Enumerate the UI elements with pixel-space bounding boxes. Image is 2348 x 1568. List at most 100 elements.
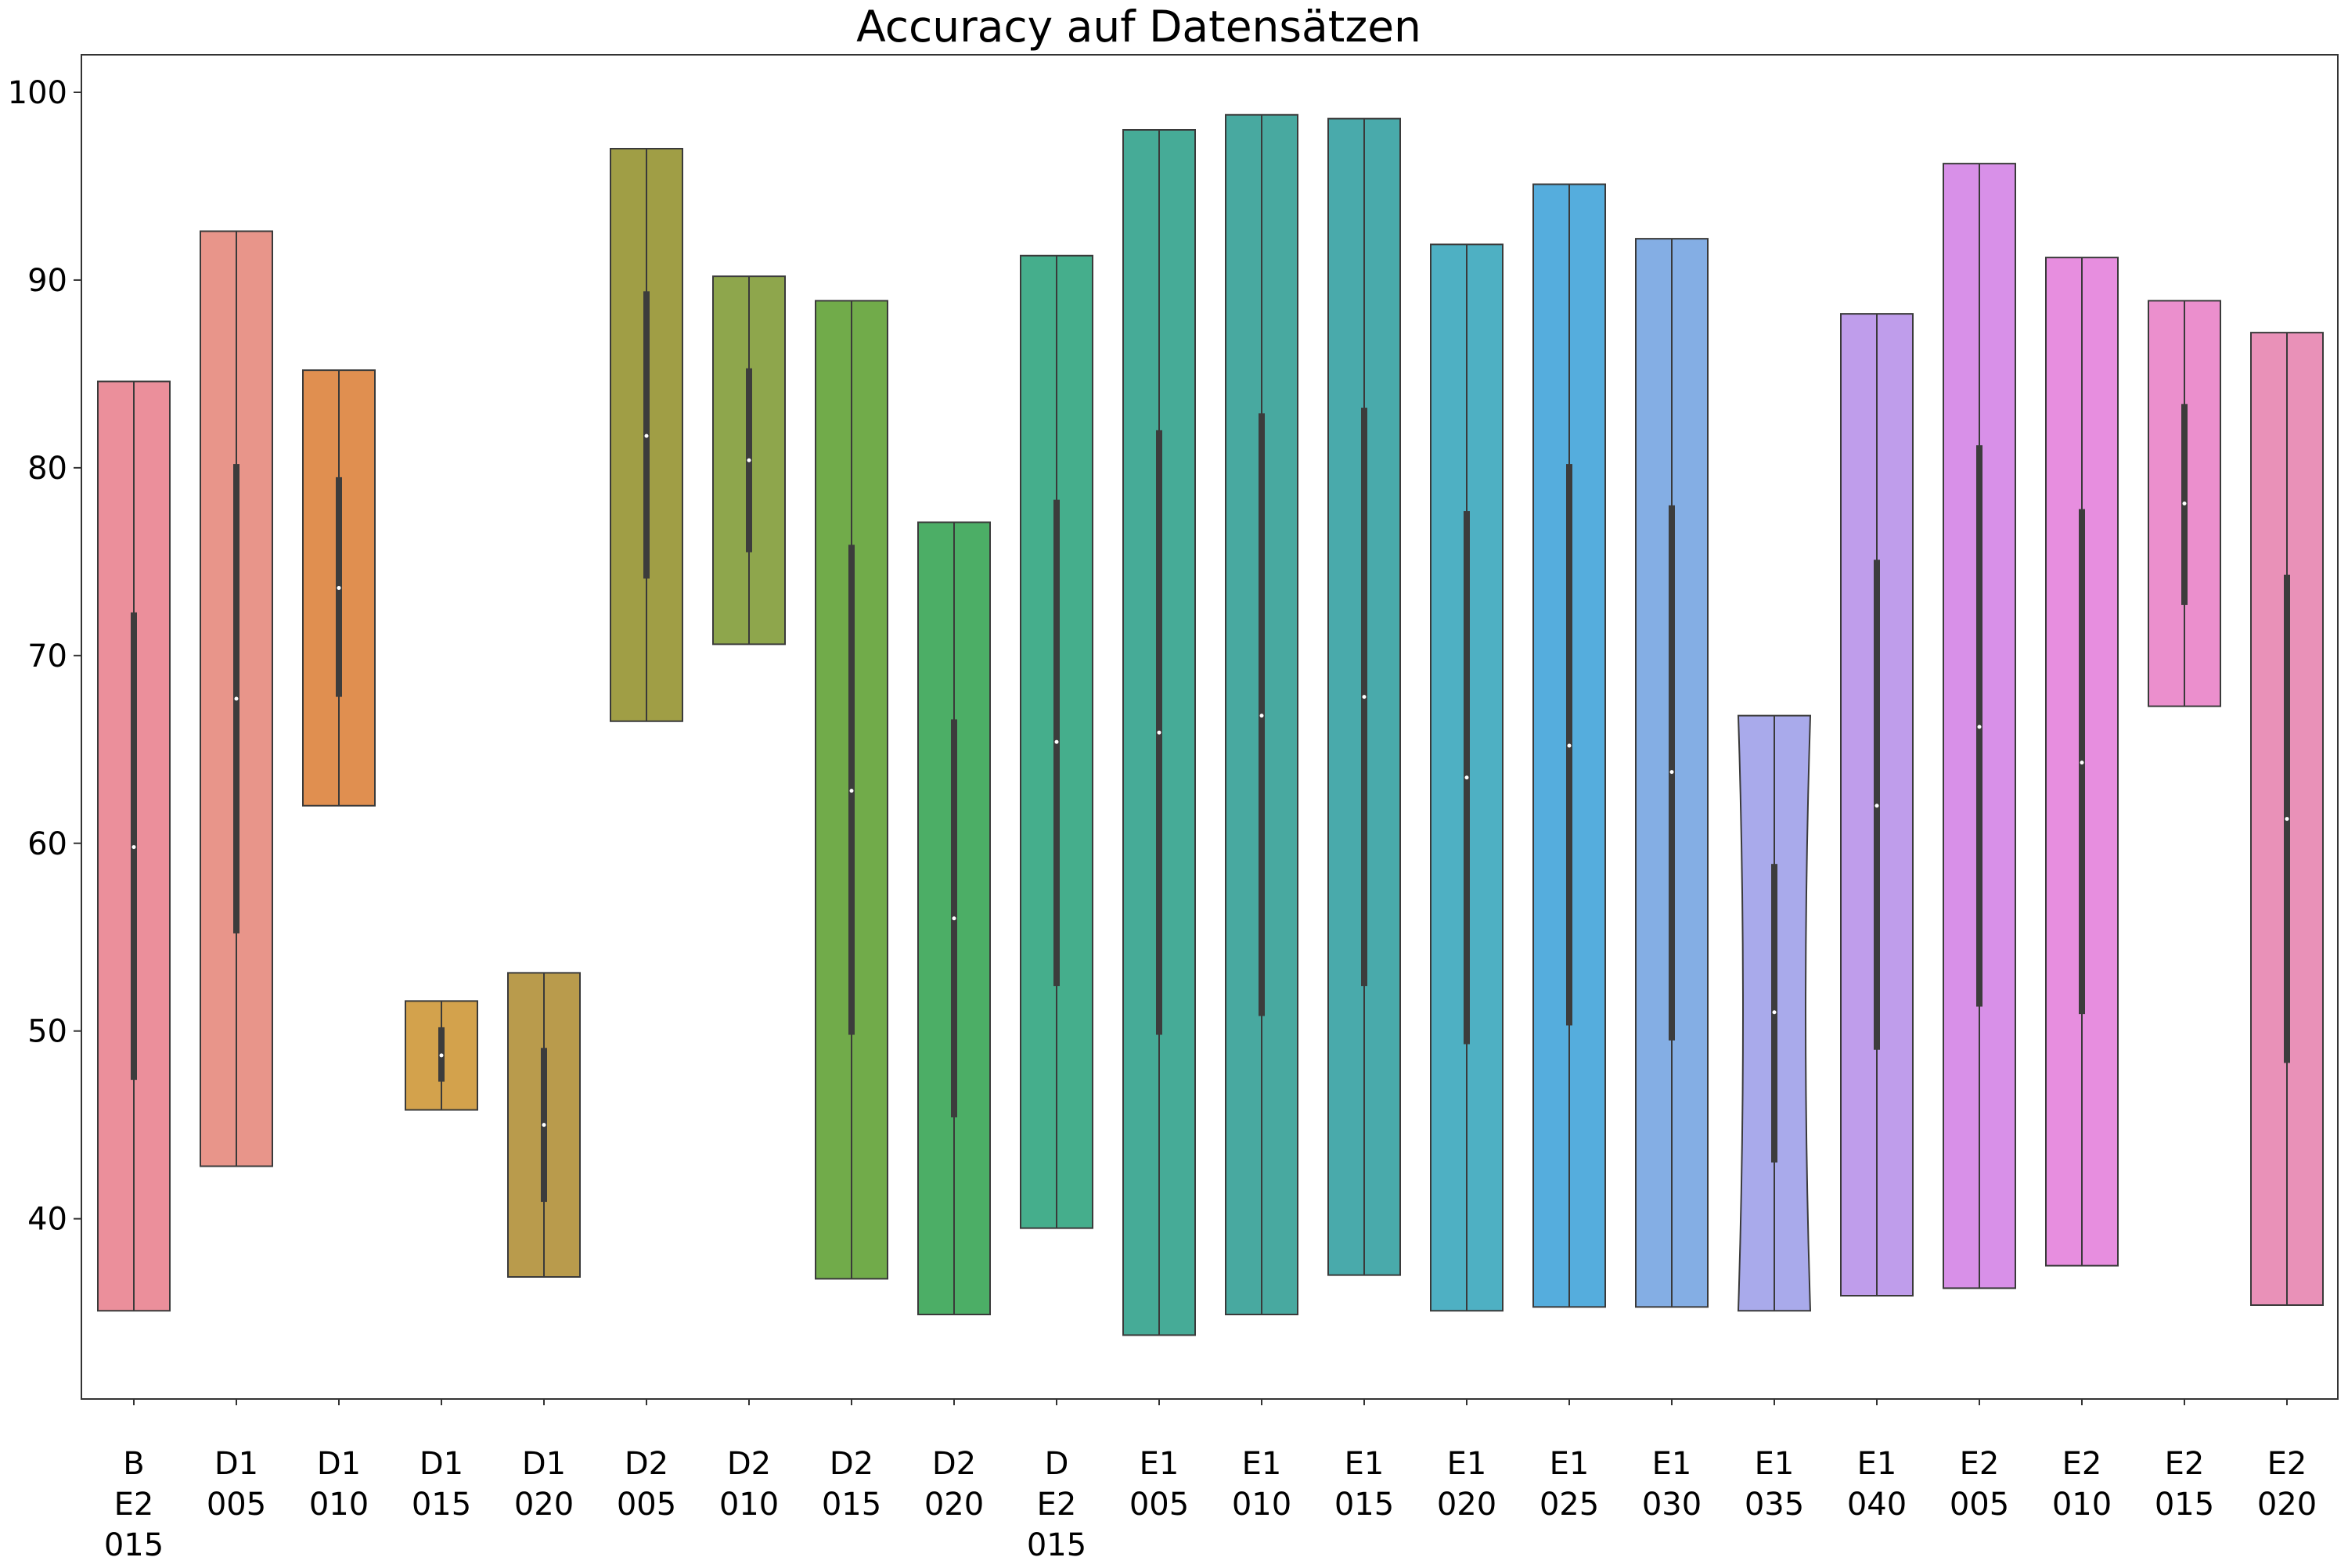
violin-3 (404, 1000, 479, 1111)
x-tick-label: 005 (1129, 1487, 1189, 1523)
x-tick-label: E2 (2062, 1446, 2102, 1482)
violin-17 (1839, 313, 1914, 1297)
violin-median-point (1054, 739, 1059, 744)
x-tick-label: 015 (2155, 1487, 2214, 1523)
violin-5 (609, 147, 684, 722)
x-tick-label: 010 (2052, 1487, 2112, 1523)
x-tick-label: 015 (1334, 1487, 1394, 1523)
x-tick-label: E2 (114, 1487, 154, 1523)
violin-median-point (542, 1123, 546, 1127)
violin-11 (1224, 113, 1299, 1316)
x-tick-label: 005 (207, 1487, 266, 1523)
violin-median-point (337, 585, 341, 590)
violin-median-point (1977, 725, 1982, 729)
violin-median-point (2080, 761, 2084, 765)
violin-median-point (1157, 730, 1161, 735)
violin-20 (2147, 300, 2222, 707)
x-tick-label: B (123, 1446, 144, 1482)
x-tick-label: D2 (830, 1446, 873, 1482)
violin-13 (1429, 243, 1504, 1312)
chart-title: Accuracy auf Datensätzen (856, 2, 1421, 52)
x-tick-label: D (1045, 1446, 1069, 1482)
y-tick-label: 90 (27, 263, 67, 299)
plot-frame (81, 54, 2339, 1400)
x-tick-label: 020 (2257, 1487, 2317, 1523)
x-tick-label: E1 (1652, 1446, 1692, 1482)
x-tick-label: E1 (1447, 1446, 1487, 1482)
x-tick-label: 030 (1642, 1487, 1702, 1523)
x-tick-label: 005 (1950, 1487, 2009, 1523)
violin-median-point (1772, 1010, 1777, 1015)
violin-median-point (1669, 770, 1674, 775)
x-tick-label: D2 (625, 1446, 668, 1482)
violin-7 (814, 300, 889, 1280)
x-tick-label: 020 (1437, 1487, 1496, 1523)
violin-median-point (849, 789, 854, 793)
x-tick-label: D1 (214, 1446, 258, 1482)
x-tick-label: 020 (514, 1487, 574, 1523)
x-tick-label: 015 (104, 1527, 164, 1563)
x-tick-label: E2 (1037, 1487, 1077, 1523)
x-tick-label: E1 (1140, 1446, 1179, 1482)
x-tick-label: E1 (1755, 1446, 1795, 1482)
violin-median-point (131, 845, 136, 850)
x-tick-label: E2 (2165, 1446, 2205, 1482)
violin-1 (199, 230, 274, 1167)
x-tick-label: E1 (1242, 1446, 1282, 1482)
violin-0 (96, 380, 171, 1312)
x-tick-label: 015 (822, 1487, 881, 1523)
violin-9 (1019, 254, 1094, 1229)
x-tick-label: E1 (1857, 1446, 1897, 1482)
y-tick-label: 100 (8, 75, 67, 111)
x-tick-label: 010 (719, 1487, 779, 1523)
x-tick-label: 005 (617, 1487, 676, 1523)
violin-4 (506, 972, 582, 1278)
x-tick-label: 010 (1232, 1487, 1291, 1523)
x-tick-label: 035 (1745, 1487, 1804, 1523)
violin-12 (1327, 117, 1402, 1276)
violin-median-point (2182, 501, 2187, 505)
violin-median-point (439, 1053, 444, 1058)
violin-10 (1122, 128, 1197, 1336)
x-tick-label: 010 (309, 1487, 369, 1523)
violin-median-point (644, 433, 649, 438)
violin-8 (917, 521, 991, 1316)
y-axis: 40 50 60 70 80 90 100 (8, 75, 81, 1238)
x-tick-label: 015 (412, 1487, 471, 1523)
y-tick-label: 50 (27, 1014, 67, 1050)
y-tick-label: 60 (27, 826, 67, 862)
x-tick-label: 040 (1847, 1487, 1907, 1523)
x-tick-label: E2 (1960, 1446, 2000, 1482)
violin-21 (2249, 332, 2325, 1307)
violin-19 (2044, 257, 2119, 1267)
violin-median-point (1567, 743, 1572, 748)
violin-median-point (1464, 775, 1469, 780)
violin-6 (711, 275, 787, 646)
x-tick-label: 015 (1027, 1527, 1086, 1563)
x-tick-label: E1 (1345, 1446, 1385, 1482)
violin-median-point (1259, 714, 1264, 718)
x-tick-label: E2 (2267, 1446, 2307, 1482)
violins-group (96, 113, 2325, 1336)
x-tick-label: 020 (924, 1487, 984, 1523)
y-tick-label: 80 (27, 451, 67, 487)
x-tick-label: D1 (420, 1446, 463, 1482)
violin-14 (1532, 183, 1607, 1308)
violin-2 (301, 369, 376, 807)
x-tick-label: D1 (522, 1446, 566, 1482)
x-axis: B E2 015 D1 005 D1 010 D1 015 D1 020 D2 005 D2 010 D2 01… (104, 1399, 2317, 1563)
y-tick-label: 40 (27, 1202, 67, 1238)
y-tick-label: 70 (27, 638, 67, 674)
violin-median-point (1874, 804, 1879, 808)
x-tick-label: D1 (317, 1446, 361, 1482)
x-tick-label: D2 (727, 1446, 771, 1482)
violin-median-point (234, 696, 239, 701)
violin-15 (1634, 238, 1709, 1308)
violin-median-point (1362, 695, 1367, 699)
violin-18 (1942, 163, 2017, 1289)
violin-median-point (747, 458, 751, 462)
x-tick-label: D2 (932, 1446, 976, 1482)
violin-median-point (952, 916, 956, 921)
